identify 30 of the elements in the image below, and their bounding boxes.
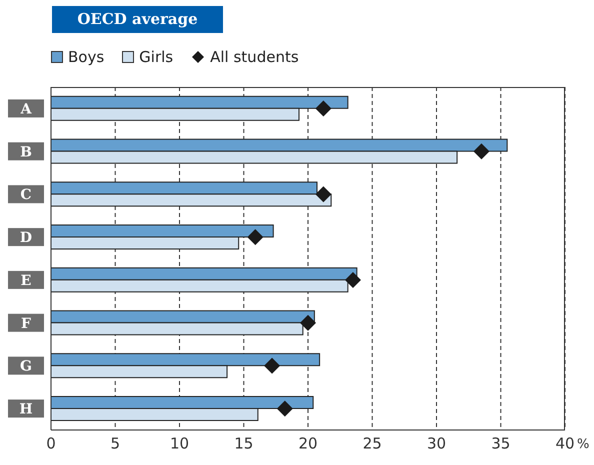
y-tick-label: C (20, 187, 32, 204)
point (315, 186, 332, 202)
y-tick-label: G (20, 358, 32, 375)
x-tick-label: 10 (170, 434, 190, 453)
point (344, 272, 361, 288)
x-axis-title: % (577, 437, 590, 452)
legend-label: Girls (139, 48, 174, 66)
x-tick-label: 20 (298, 434, 318, 453)
y-tick-label: F (21, 316, 32, 332)
point (315, 100, 332, 116)
point (473, 143, 490, 160)
x-tick-label: 30 (426, 434, 446, 453)
y-tick-label: H (19, 402, 33, 418)
x-tick-label: 0 (46, 434, 56, 453)
y-tick-label: A (20, 101, 33, 118)
y-tick-label: D (20, 230, 32, 246)
point (300, 314, 316, 331)
x-tick-label: 15 (234, 434, 254, 453)
x-tick-label: 25 (362, 434, 382, 453)
x-tick-label: 35 (491, 434, 510, 453)
x-tick-label: 5 (110, 434, 120, 453)
y-tick-label: E (20, 272, 32, 289)
legend-label: All students (210, 48, 299, 66)
point (264, 358, 280, 374)
point (247, 229, 264, 246)
y-tick-label: B (20, 144, 32, 160)
point (276, 400, 293, 417)
chart-title: OECD average (52, 6, 223, 33)
x-tick-label: 40 (555, 434, 575, 453)
legend-label: Boys (68, 48, 104, 66)
